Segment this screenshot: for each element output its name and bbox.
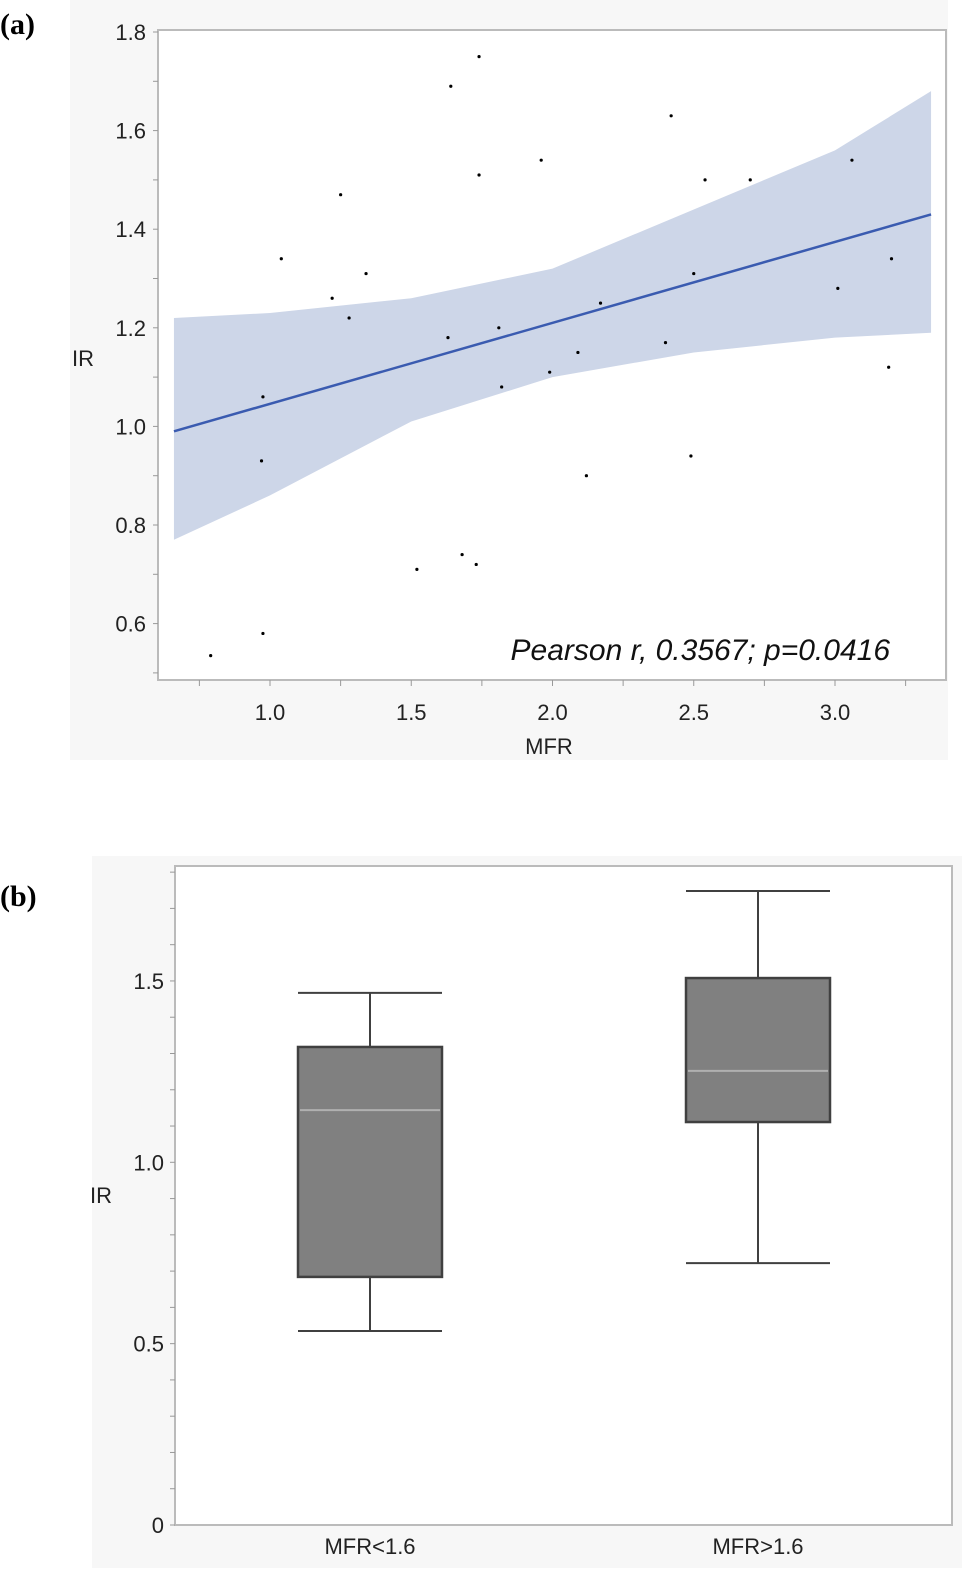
y-tick-label: 1.5 <box>133 969 164 994</box>
y-axis-label: IR <box>90 1183 112 1208</box>
data-point <box>692 271 696 276</box>
y-tick-label: 0.5 <box>133 1332 164 1357</box>
data-point <box>279 257 283 261</box>
x-tick-label: 2.0 <box>537 700 568 725</box>
data-point <box>584 474 589 478</box>
data-point <box>548 370 552 374</box>
y-tick-label: 0.8 <box>115 513 146 538</box>
box <box>296 1045 444 1279</box>
data-point <box>689 454 693 458</box>
x-tick-label: 2.5 <box>678 700 709 725</box>
data-point <box>703 178 707 182</box>
data-point <box>576 350 580 355</box>
data-point <box>836 286 840 290</box>
data-point <box>500 385 504 389</box>
data-point <box>330 296 334 300</box>
data-point <box>261 631 265 636</box>
data-point <box>339 193 343 197</box>
y-tick-label: 1.4 <box>115 217 146 242</box>
data-point <box>663 340 668 345</box>
y-axis-label: IR <box>72 346 94 371</box>
x-axis-label: MFR <box>525 734 573 759</box>
box <box>684 976 832 1124</box>
x-tick-label: 1.0 <box>255 700 286 725</box>
category-label: MFR>1.6 <box>712 1534 803 1559</box>
x-tick-label: 3.0 <box>820 700 851 725</box>
data-point <box>446 336 450 340</box>
data-point <box>259 459 264 463</box>
data-point <box>460 552 464 557</box>
panel-label-a: (a) <box>0 8 35 41</box>
data-point <box>598 301 603 305</box>
y-tick-label: 1.6 <box>115 119 146 144</box>
panel-label-b: (b) <box>0 880 37 913</box>
data-point <box>415 567 419 571</box>
data-point <box>209 654 213 658</box>
confidence-band <box>173 91 932 540</box>
scatter-chart: 0.6 0.8 1.0 1.2 1.4 1.6 1.8 1.0 1.5 2.0 2.5 3.0 MFR I… <box>70 0 948 760</box>
data-point <box>347 316 351 320</box>
data-point <box>477 173 481 177</box>
data-point <box>889 257 894 261</box>
y-tick-label: 1.8 <box>115 20 146 45</box>
y-tick-label: 1.0 <box>133 1150 164 1175</box>
y-tick-label: 1.2 <box>115 316 146 341</box>
y-tick-label: 1.0 <box>115 414 146 439</box>
data-point <box>364 271 368 276</box>
x-tick-label: 1.5 <box>396 700 427 725</box>
data-point <box>477 55 481 59</box>
plot-frame <box>174 865 953 1526</box>
y-tick-label: 0.6 <box>115 612 146 637</box>
data-point <box>669 114 673 118</box>
data-point <box>449 84 453 88</box>
data-point <box>539 158 543 162</box>
regression-line <box>173 213 932 433</box>
data-point <box>261 395 265 399</box>
y-tick-label: 0 <box>152 1513 164 1538</box>
stats-annotation: Pearson r, 0.3567; p=0.0416 <box>511 634 891 667</box>
data-point <box>497 326 501 330</box>
data-point <box>748 178 752 182</box>
data-point <box>887 365 891 369</box>
category-label: MFR<1.6 <box>324 1534 415 1559</box>
data-point <box>850 158 854 162</box>
data-point <box>474 562 478 567</box>
